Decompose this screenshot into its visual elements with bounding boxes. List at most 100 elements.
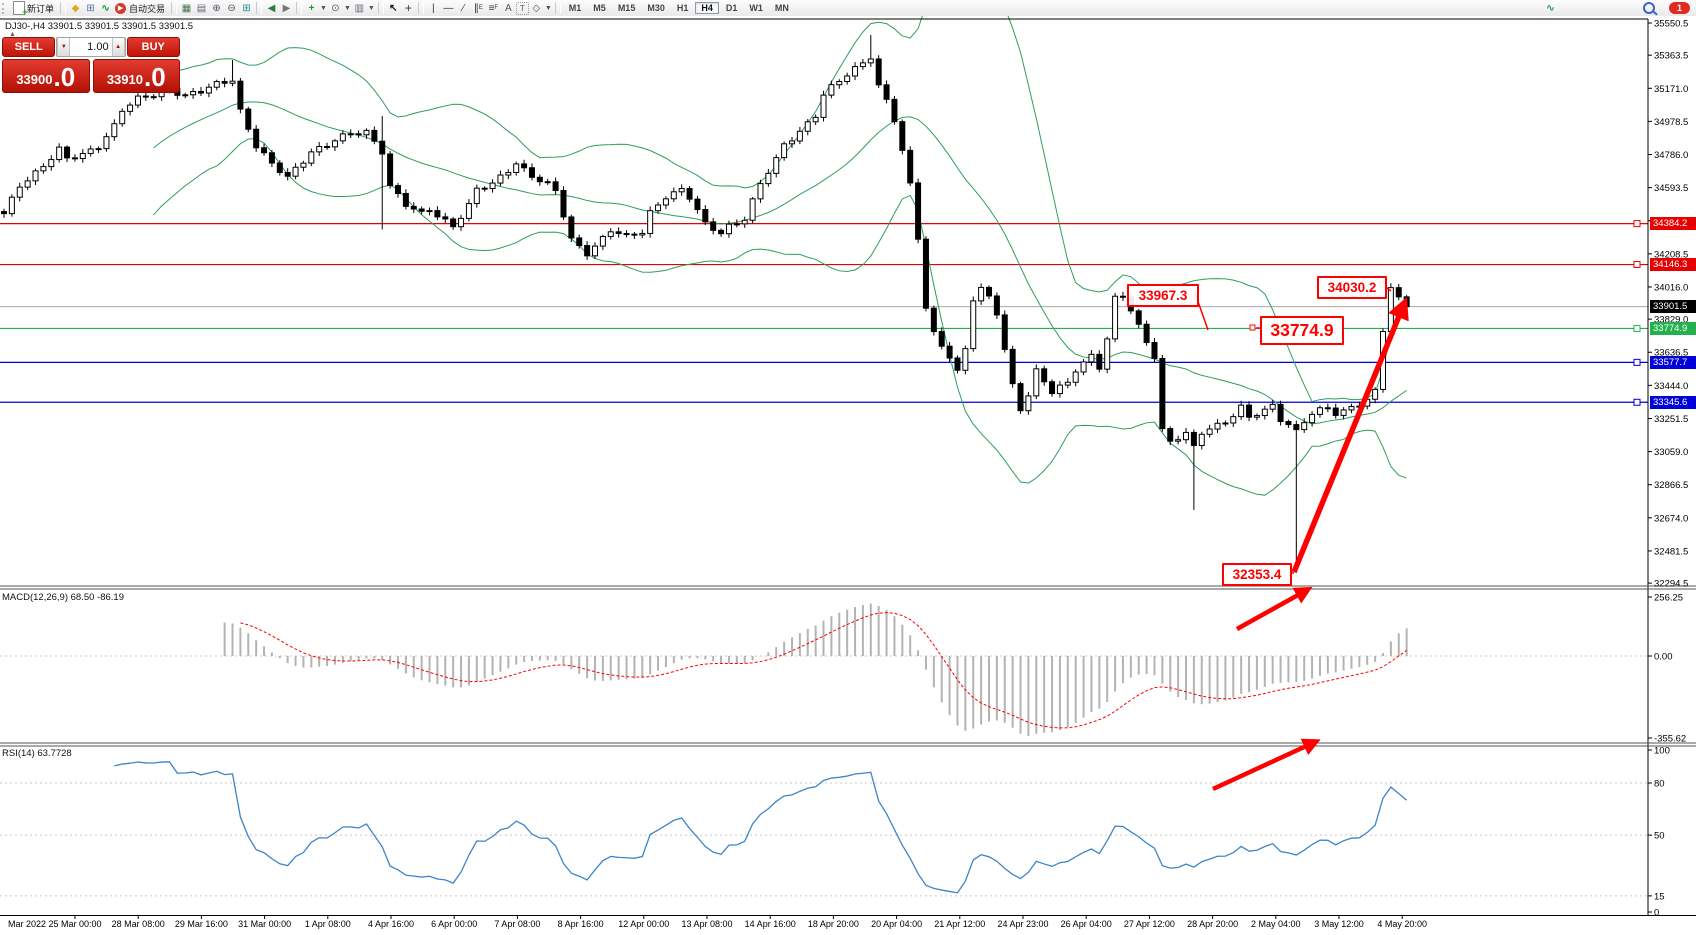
new-order-icon: + bbox=[12, 1, 28, 17]
time-tick: 7 Apr 08:00 bbox=[494, 919, 540, 929]
buy-price-tile[interactable]: 33910 .0 bbox=[92, 59, 180, 93]
price-tick: 32866.5 bbox=[1654, 480, 1688, 491]
macd-tick: -355.62 bbox=[1654, 734, 1686, 745]
text-label-icon[interactable]: T bbox=[515, 1, 529, 15]
price-annotation-33967.3[interactable]: 33967.3 bbox=[1127, 284, 1199, 307]
main-trend-arrow[interactable] bbox=[1291, 296, 1409, 574]
time-tick: 25 Mar 00:00 bbox=[48, 919, 101, 929]
zoom-in-icon[interactable]: ⊕ bbox=[212, 2, 221, 14]
time-tick: 21 Apr 12:00 bbox=[934, 919, 985, 929]
price-annotation-32353.4[interactable]: 32353.4 bbox=[1222, 563, 1292, 586]
macd-pane bbox=[0, 603, 1648, 736]
buy-button[interactable]: BUY bbox=[126, 37, 180, 57]
macd-trend-arrow[interactable] bbox=[1235, 586, 1313, 631]
bollinger-middle bbox=[153, 101, 1407, 425]
volume-increase-button[interactable]: ▲ bbox=[111, 38, 125, 56]
text-icon[interactable]: A bbox=[505, 2, 512, 14]
autoscroll-icon[interactable]: ◀ bbox=[267, 2, 276, 14]
autotrading-label[interactable]: 自动交易 bbox=[129, 3, 166, 14]
search-icon[interactable] bbox=[1643, 2, 1655, 14]
shapes-caret-icon[interactable]: ▼ bbox=[544, 4, 552, 12]
rsi-tick: 15 bbox=[1654, 891, 1665, 902]
time-tick: 13 Apr 08:00 bbox=[681, 919, 732, 929]
templates-button[interactable]: ▥ bbox=[354, 2, 365, 14]
buy-price-fraction: .0 bbox=[143, 62, 166, 92]
zoom-out-icon[interactable]: ⊖ bbox=[227, 2, 236, 14]
autotrading-icon: ▶ bbox=[115, 2, 127, 14]
vertical-line-icon[interactable]: | bbox=[432, 2, 435, 14]
sell-price-tile[interactable]: 33900 .0 bbox=[2, 59, 90, 93]
signal-icon[interactable]: ∿ bbox=[101, 2, 110, 14]
time-tick: 18 Apr 20:00 bbox=[808, 919, 859, 929]
timeframe-button-w1[interactable]: W1 bbox=[749, 2, 763, 13]
chart-window[interactable]: 35550.5 35363.5 35171.0 34978.5 34786.0 34593… bbox=[0, 16, 1696, 935]
new-order-label[interactable]: 新订单 bbox=[27, 3, 55, 14]
time-tick: 4 Apr 16:00 bbox=[368, 919, 414, 929]
shapes-icon[interactable]: ◇ bbox=[532, 2, 541, 14]
profiles-icon[interactable]: ▤ bbox=[196, 2, 207, 14]
line-handle[interactable] bbox=[1633, 398, 1641, 406]
trendline-icon[interactable]: ∕ bbox=[462, 2, 465, 14]
indicators-caret-icon[interactable]: ▼ bbox=[320, 4, 327, 12]
volume-decrease-button[interactable]: ▼ bbox=[57, 38, 71, 56]
axis-label-33345.6: 33345.6 bbox=[1650, 395, 1696, 409]
timeframe-button-mn[interactable]: MN bbox=[774, 2, 789, 13]
window-grip-icon bbox=[2, 2, 8, 14]
sell-price: 33900 bbox=[16, 72, 53, 87]
periods-button[interactable]: ⊙ bbox=[331, 2, 340, 14]
chart-canvas[interactable]: 35550.5 35363.5 35171.0 34978.5 34786.0 34593… bbox=[0, 16, 1696, 935]
time-tick: 29 Mar 16:00 bbox=[175, 919, 228, 929]
timeframe-button-d1[interactable]: D1 bbox=[725, 2, 738, 13]
rsi-trend-arrow[interactable] bbox=[1212, 738, 1321, 792]
timeframe-button-h4[interactable]: H4 bbox=[695, 1, 719, 14]
rsi-line bbox=[114, 761, 1408, 894]
rsi-tick: 100 bbox=[1654, 746, 1670, 757]
one-click-collapse-arrow[interactable]: ▲ bbox=[9, 31, 16, 38]
price-annotation-33774.9[interactable]: 33774.9 bbox=[1260, 316, 1344, 345]
line-handle[interactable] bbox=[1633, 358, 1641, 366]
current-price-label: 33901.5 bbox=[1650, 300, 1696, 314]
bollinger-upper bbox=[153, 16, 1408, 403]
price-annotation-34030.2[interactable]: 34030.2 bbox=[1317, 276, 1387, 299]
price-tick: 33059.0 bbox=[1654, 447, 1688, 458]
timeframe-button-m15[interactable]: M15 bbox=[617, 2, 636, 13]
autotrading-button[interactable]: ▶ bbox=[113, 1, 128, 15]
line-handle[interactable] bbox=[1633, 324, 1641, 332]
volume-input[interactable]: 1.00 bbox=[87, 41, 109, 53]
cursor-icon[interactable]: ↖ bbox=[389, 2, 398, 14]
market-watch-icon[interactable]: ◆ bbox=[71, 2, 80, 14]
chart-shift-icon[interactable]: ▶ bbox=[282, 2, 291, 14]
time-tick: 20 Apr 04:00 bbox=[871, 919, 922, 929]
timeframe-button-h1[interactable]: H1 bbox=[676, 2, 689, 13]
axis-label-34384.2: 34384.2 bbox=[1650, 217, 1696, 231]
timeframe-button-m1[interactable]: M1 bbox=[568, 2, 582, 13]
annotations-layer[interactable] bbox=[1194, 281, 1409, 792]
horizontal-line-icon[interactable]: ― bbox=[443, 2, 454, 14]
data-window-icon[interactable]: ⊞ bbox=[86, 2, 95, 14]
periods-caret-icon[interactable]: ▼ bbox=[343, 4, 351, 12]
new-order-button[interactable]: + bbox=[11, 1, 28, 17]
line-handle[interactable] bbox=[1633, 220, 1641, 228]
tile-windows-icon[interactable]: ⊞ bbox=[242, 2, 251, 14]
crosshair-icon[interactable]: + bbox=[404, 0, 412, 15]
timeframe-button-m30[interactable]: M30 bbox=[647, 2, 665, 13]
equidistant-channel-icon[interactable]: ∥ E bbox=[473, 2, 483, 14]
time-tick: 27 Apr 12:00 bbox=[1124, 919, 1175, 929]
macd-tick: 0.00 bbox=[1654, 652, 1673, 663]
buy-price: 33910 bbox=[106, 72, 143, 87]
line-handle[interactable] bbox=[1633, 261, 1641, 269]
price-tick: 34208.5 bbox=[1654, 249, 1688, 260]
sell-button[interactable]: SELL bbox=[2, 37, 56, 57]
notification-badge[interactable]: 1 bbox=[1669, 2, 1690, 14]
volume-stepper: ▼ 1.00 ▲ bbox=[56, 37, 126, 57]
new-chart-icon[interactable]: ▦ bbox=[181, 2, 192, 14]
time-tick: 31 Mar 00:00 bbox=[238, 919, 291, 929]
rsi-tick: 80 bbox=[1654, 779, 1665, 790]
timeframe-button-m5[interactable]: M5 bbox=[593, 2, 606, 13]
popup-chart-icon[interactable]: ∿ bbox=[1546, 2, 1555, 14]
indicators-button[interactable]: + bbox=[308, 2, 315, 14]
rsi-label: RSI(14) 63.7728 bbox=[2, 748, 72, 759]
fibonacci-icon[interactable]: ≡ F bbox=[488, 2, 499, 14]
price-tick: 33829.0 bbox=[1654, 315, 1688, 326]
templates-caret-icon[interactable]: ▼ bbox=[367, 4, 375, 12]
